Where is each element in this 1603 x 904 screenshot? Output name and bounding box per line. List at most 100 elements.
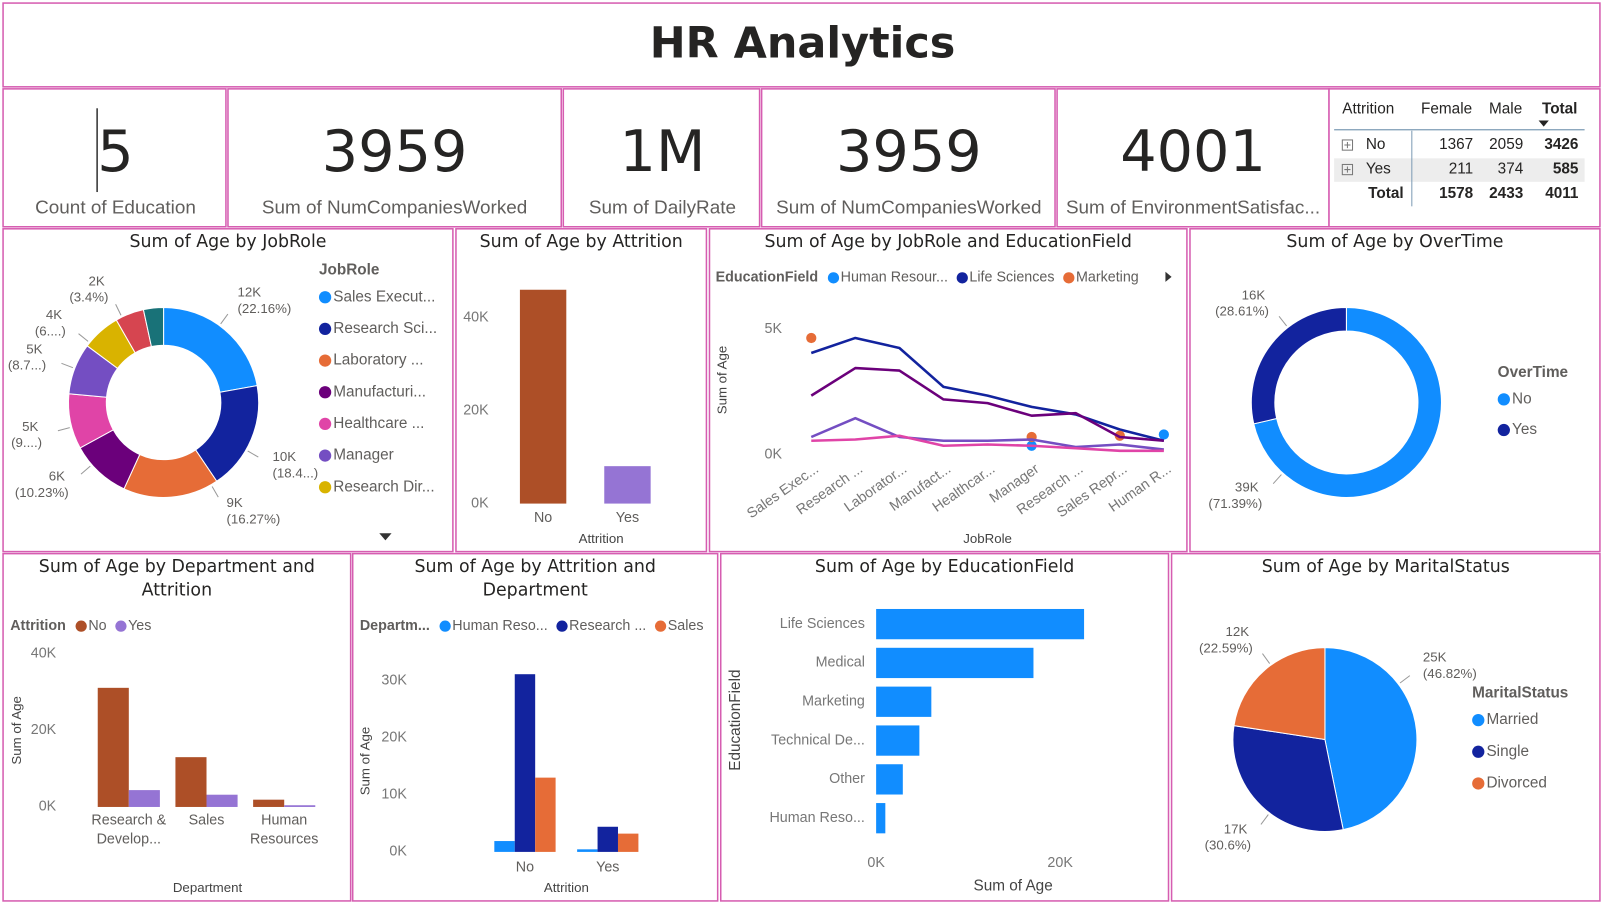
card-label: Sum of EnvironmentSatisfac... xyxy=(1066,197,1320,218)
legend-marker xyxy=(115,620,127,632)
legend-scroll[interactable] xyxy=(379,533,392,541)
panel xyxy=(2,88,227,228)
legend-label: Research Dir... xyxy=(333,478,434,495)
matrix-header: Female xyxy=(1421,100,1472,117)
legend-title: MaritalStatus xyxy=(1472,685,1568,702)
x-tick-label: Yes xyxy=(596,858,620,875)
leader-line xyxy=(1399,675,1411,684)
matrix-header: Total xyxy=(1542,100,1577,117)
legend-marker xyxy=(318,481,332,494)
bar xyxy=(494,841,515,852)
chart-title: Sum of Age by Attrition and Department xyxy=(414,556,656,601)
card-value: 3959 xyxy=(322,119,468,185)
y-tick-label: 20K xyxy=(463,402,489,418)
chart-title: Sum of Age by JobRole and EducationField xyxy=(764,231,1132,253)
panel xyxy=(2,552,352,902)
matrix-cell: 374 xyxy=(1498,161,1524,178)
bar xyxy=(876,764,903,795)
legend-label: Yes xyxy=(1512,421,1537,438)
leader-line xyxy=(1260,814,1269,825)
data-label: 12K (22.16%) xyxy=(237,284,291,315)
y-tick-label: 5K xyxy=(765,321,783,337)
legend-label: Marketing xyxy=(1076,270,1139,286)
chart-title: Sum of Age by EducationField xyxy=(814,556,1075,578)
legend-label: Healthcare ... xyxy=(333,415,424,432)
chart-title-box: Sum of Age by JobRole xyxy=(129,232,326,252)
x-axis-label: JobRole xyxy=(963,531,1012,546)
legend-marker xyxy=(956,272,968,284)
y-tick-label: Technical De... xyxy=(771,732,865,748)
bar xyxy=(253,799,285,807)
matrix-cell: 1367 xyxy=(1439,136,1473,153)
chart-title: Sum of Age by MaritalStatus xyxy=(1261,556,1510,578)
legend-title: Attrition xyxy=(10,618,66,634)
slice xyxy=(1324,647,1418,831)
slice xyxy=(142,306,165,348)
matrix-cell: 585 xyxy=(1553,161,1579,178)
leader-line xyxy=(61,362,74,369)
card-value: 1M xyxy=(620,119,706,185)
x-tick-label: Research & Develop... xyxy=(91,811,167,847)
data-label: 6K (10.23%) xyxy=(15,468,69,499)
y-axis-label: Sum of Age xyxy=(9,696,24,765)
data-label: 4K (6....) xyxy=(35,307,66,338)
expand-icon[interactable] xyxy=(1341,139,1354,151)
row-highlight xyxy=(1334,158,1585,182)
x-tick-label: Sales xyxy=(188,811,225,828)
y-tick-label: 0K xyxy=(39,799,57,815)
bar xyxy=(97,687,129,807)
y-tick-label: Life Sciences xyxy=(780,616,865,632)
x-tick-label-box: Yes xyxy=(616,509,639,525)
legend-label: Human Reso... xyxy=(452,618,547,634)
card-value: 3959 xyxy=(836,119,982,185)
leader-line xyxy=(1262,653,1271,664)
x-tick-label-box: Yes xyxy=(596,858,620,875)
legend-label: No xyxy=(1512,390,1532,407)
data-label: 5K (9....) xyxy=(11,418,42,449)
y-tick-label: 30K xyxy=(381,672,407,688)
legend-label: No xyxy=(88,618,106,634)
bar xyxy=(604,466,651,504)
x-axis-label: Department xyxy=(173,880,243,895)
legend-marker xyxy=(1497,393,1510,406)
matrix-cell: 211 xyxy=(1449,161,1473,178)
legend-label: Divorced xyxy=(1486,775,1546,792)
card-label: Count of Education xyxy=(35,197,196,218)
chart-title-box: Sum of Age by JobRole and EducationField xyxy=(764,231,1132,253)
x-tick-label-box: Research & Develop... xyxy=(91,811,167,847)
panel xyxy=(1328,88,1601,228)
legend-marker xyxy=(318,291,332,304)
line-point xyxy=(1158,429,1169,440)
x-tick-label: 0K xyxy=(867,855,885,871)
legend-marker xyxy=(1497,423,1510,437)
x-axis-label: Attrition xyxy=(544,880,589,895)
x-tick-label: No xyxy=(533,508,553,526)
card-label: Sum of DailyRate xyxy=(589,197,736,218)
y-tick-label: 10K xyxy=(381,787,407,803)
sort-indicator[interactable] xyxy=(1538,120,1549,127)
chart-title-box: Sum of Age by EducationField xyxy=(814,556,1075,578)
chart-title: Sum of Age by OverTime xyxy=(1286,231,1504,253)
card-label: Sum of NumCompaniesWorked xyxy=(262,197,527,218)
panel xyxy=(227,88,563,228)
legend-label: Single xyxy=(1486,743,1529,760)
data-label: 25K (46.82%) xyxy=(1423,649,1477,680)
card-value: 4001 xyxy=(1120,119,1266,185)
legend-title: JobRole xyxy=(319,262,379,279)
legend-title: Departm... xyxy=(360,618,430,634)
leader-line xyxy=(57,427,70,432)
bar xyxy=(128,790,160,807)
matrix-header: Attrition xyxy=(1342,100,1394,117)
panel xyxy=(708,228,1188,553)
y-axis-label: EducationField xyxy=(727,670,744,771)
legend-label: Manager xyxy=(333,447,393,464)
legend-scroll[interactable] xyxy=(1165,271,1172,282)
y-tick-label: Human Reso... xyxy=(769,810,864,826)
x-axis-label: Attrition xyxy=(579,531,624,546)
expand-icon[interactable] xyxy=(1341,163,1354,176)
legend-label: Life Sciences xyxy=(969,270,1054,286)
x-tick-label: No xyxy=(515,858,535,875)
matrix-row-label: No xyxy=(1366,136,1386,153)
chart-title-box: Sum of Age by MaritalStatus xyxy=(1261,556,1510,578)
